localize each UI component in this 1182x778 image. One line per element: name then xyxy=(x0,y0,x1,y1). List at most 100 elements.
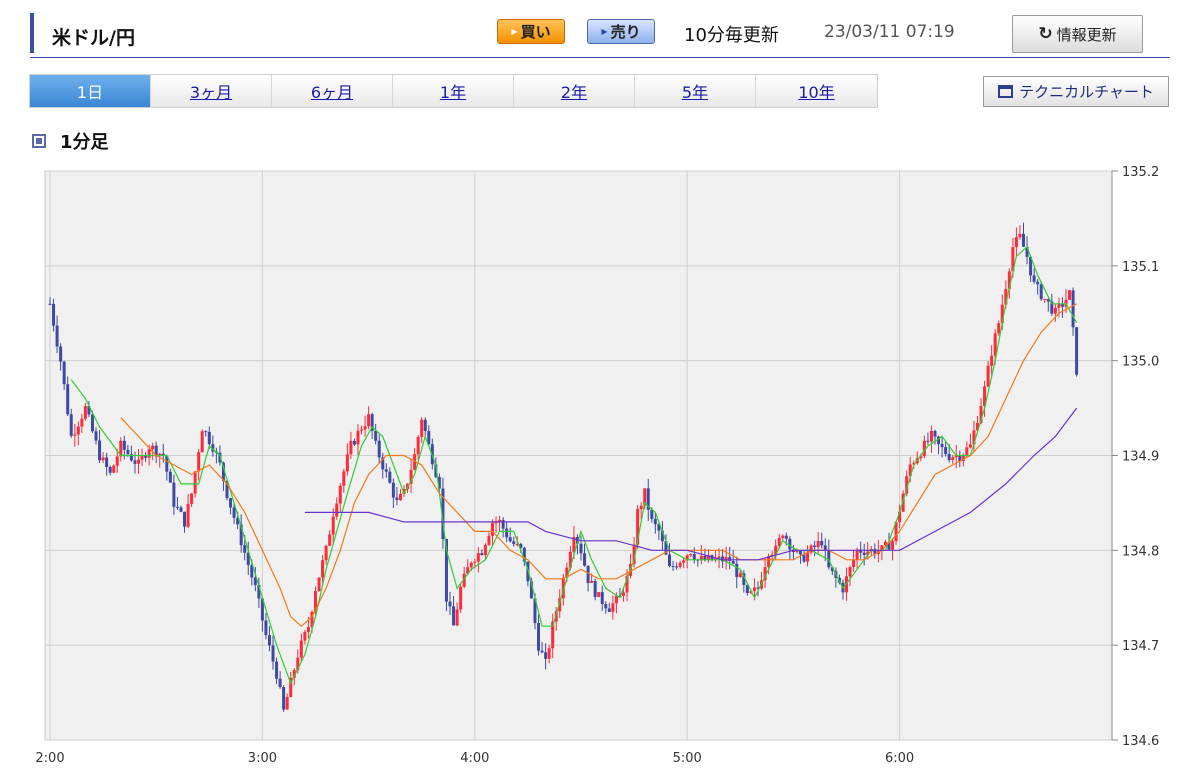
candle-body xyxy=(522,547,526,562)
candle-body xyxy=(968,444,972,448)
buy-button[interactable]: ▶ 買い xyxy=(497,19,565,44)
play-arrow-icon: ▶ xyxy=(511,27,518,36)
candle-body xyxy=(961,455,965,462)
candle-body xyxy=(611,603,615,612)
candle-body xyxy=(529,581,533,599)
candle-body xyxy=(544,652,548,659)
window-icon xyxy=(998,85,1014,98)
candle-body xyxy=(965,447,969,456)
candle-body xyxy=(87,406,91,415)
candle-body xyxy=(232,507,236,518)
candle-body xyxy=(466,567,470,574)
candle-body xyxy=(979,406,983,423)
candle-body xyxy=(859,549,863,553)
candle-body xyxy=(986,365,990,387)
candle-body xyxy=(855,549,859,560)
candle-body xyxy=(197,452,201,472)
tab-1y[interactable]: 1年 xyxy=(393,75,514,107)
candle-body xyxy=(129,454,133,461)
period-tabs: 1日 3ヶ月 6ヶ月 1年 2年 5年 10年 xyxy=(29,74,878,108)
candle-body xyxy=(250,565,254,578)
candle-body xyxy=(140,455,144,460)
candle-body xyxy=(745,585,749,593)
candle-body xyxy=(420,419,424,437)
candle-body xyxy=(798,550,802,555)
candle-body xyxy=(1018,233,1022,238)
candle-body xyxy=(1004,288,1008,305)
candle-body xyxy=(813,545,817,548)
candle-body xyxy=(767,555,771,568)
candle-body xyxy=(345,454,349,472)
candle-body xyxy=(221,462,225,481)
candle-body xyxy=(59,346,63,362)
candle-body xyxy=(671,566,675,568)
candle-body xyxy=(282,687,286,710)
candle-body xyxy=(537,623,541,651)
candle-body xyxy=(154,445,158,457)
y-tick-label: 134.7 xyxy=(1122,639,1159,654)
candle-body xyxy=(561,577,565,599)
candle-body xyxy=(395,497,399,501)
candle-body xyxy=(926,440,930,442)
candle-body xyxy=(947,454,951,461)
title-accent-bar xyxy=(30,13,34,53)
candle-body xyxy=(335,503,339,517)
candle-body xyxy=(614,595,618,604)
candle-body xyxy=(505,528,509,538)
candle-body xyxy=(331,516,335,535)
candle-body xyxy=(381,457,385,470)
candle-body xyxy=(303,631,307,641)
candle-body xyxy=(636,509,640,545)
candle-body xyxy=(554,611,558,622)
candle-body xyxy=(777,537,781,546)
tab-5y[interactable]: 5年 xyxy=(635,75,756,107)
candle-body xyxy=(360,429,364,431)
candle-body xyxy=(802,554,806,562)
tab-10y[interactable]: 10年 xyxy=(756,75,877,107)
candle-body xyxy=(469,562,473,568)
candle-body xyxy=(682,560,686,563)
candle-body xyxy=(491,522,494,536)
candle-body xyxy=(253,577,257,585)
candle-body xyxy=(338,485,342,504)
candle-body xyxy=(823,545,827,551)
candle-body xyxy=(795,550,799,552)
candle-body xyxy=(90,414,94,432)
candle-body xyxy=(710,555,714,561)
candle-body xyxy=(73,434,77,436)
candle-body xyxy=(289,677,293,698)
tab-1d[interactable]: 1日 xyxy=(30,75,151,107)
sell-button[interactable]: ▶ 売り xyxy=(587,19,655,44)
candle-body xyxy=(699,555,703,560)
candle-body xyxy=(278,678,282,688)
candle-body xyxy=(540,650,544,653)
candle-body xyxy=(749,591,753,593)
candle-body xyxy=(1029,256,1033,276)
candle-body xyxy=(416,436,420,455)
candle-body xyxy=(929,430,933,442)
candle-body xyxy=(880,545,884,551)
candle-body xyxy=(586,565,590,583)
candle-body xyxy=(352,440,356,445)
tab-2y[interactable]: 2年 xyxy=(514,75,635,107)
technical-chart-button[interactable]: テクニカルチャート xyxy=(983,76,1169,107)
candle-body xyxy=(264,620,268,636)
tab-3m[interactable]: 3ヶ月 xyxy=(151,75,272,107)
candle-body xyxy=(728,556,732,561)
refresh-button[interactable]: ↻ 情報更新 xyxy=(1012,15,1143,53)
tab-6m[interactable]: 6ヶ月 xyxy=(272,75,393,107)
candle-body xyxy=(349,440,353,455)
candle-body xyxy=(452,606,456,626)
candle-body xyxy=(448,601,452,607)
candle-body xyxy=(689,554,693,556)
y-tick-label: 135.0 xyxy=(1122,355,1159,370)
candle-body xyxy=(98,440,102,461)
candle-body xyxy=(122,440,126,450)
candle-body xyxy=(583,553,587,566)
candle-body xyxy=(190,493,194,504)
candle-body xyxy=(816,541,820,548)
candle-body xyxy=(483,544,487,556)
candle-body xyxy=(328,534,332,546)
candle-body xyxy=(207,431,211,445)
candle-body xyxy=(887,541,891,550)
